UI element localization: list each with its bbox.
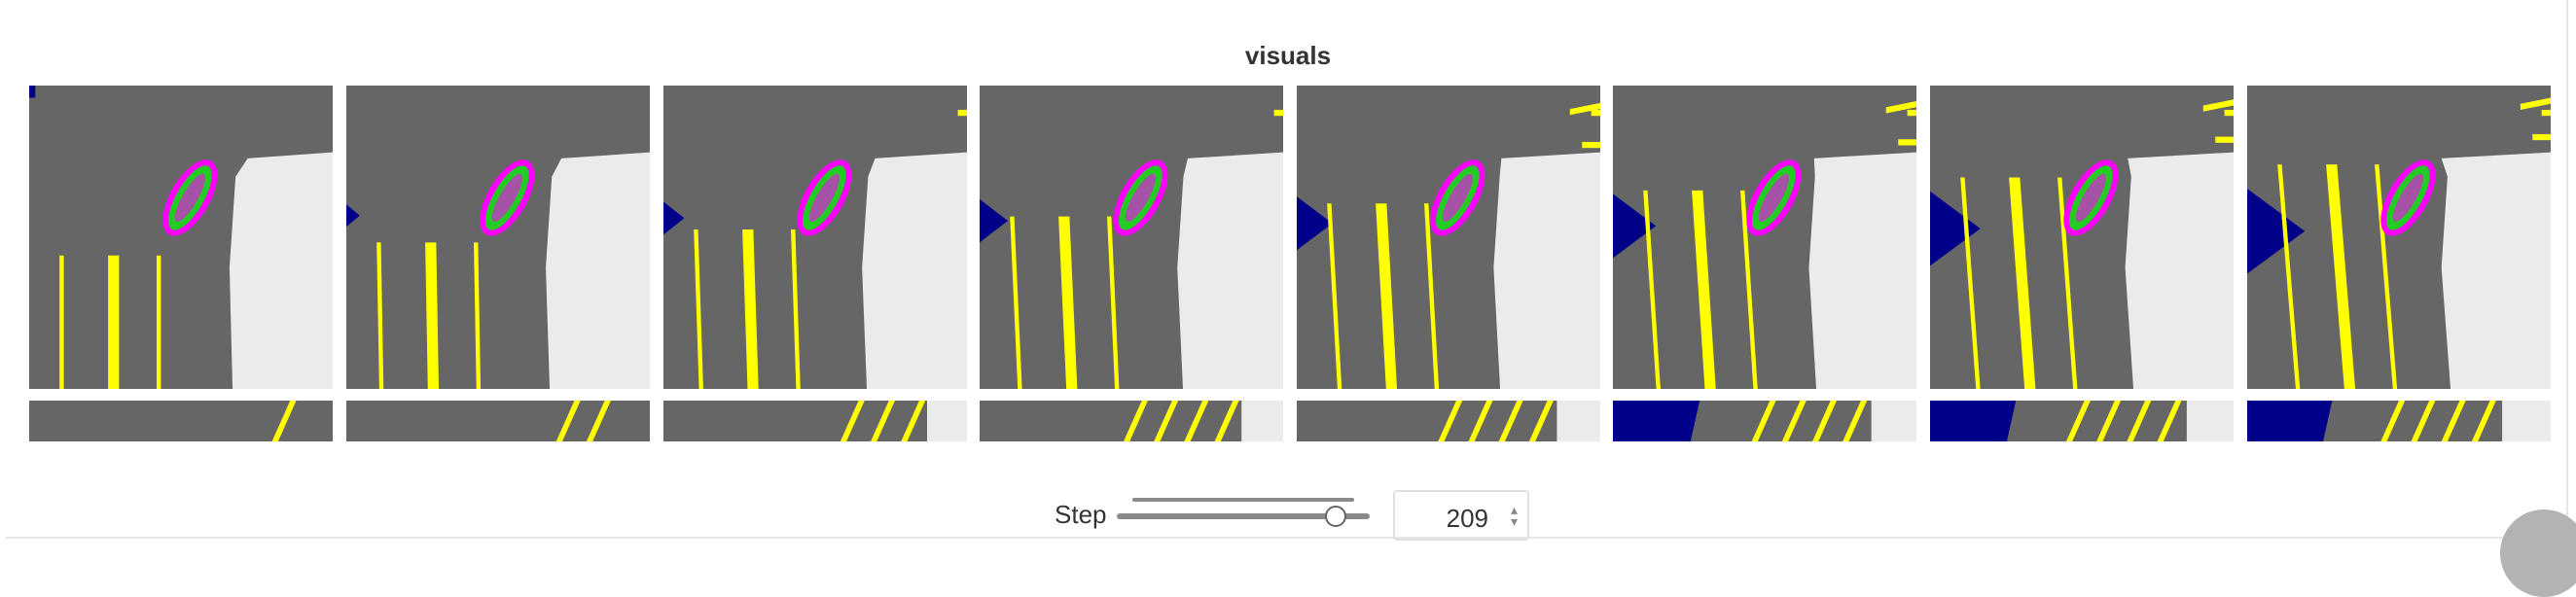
visual-strip bbox=[2247, 401, 2551, 441]
step-number-input[interactable]: 209 ▴ ▾ bbox=[1393, 490, 1529, 541]
visual-frame bbox=[29, 86, 333, 389]
chat-button[interactable] bbox=[2500, 509, 2576, 597]
slider-range-bar bbox=[1132, 498, 1354, 502]
visual-strip bbox=[980, 401, 1283, 441]
visual-strip bbox=[1613, 401, 1916, 441]
visuals-panel bbox=[6, 0, 2568, 539]
step-value: 209 bbox=[1446, 504, 1488, 533]
panel-title: visuals bbox=[1244, 41, 1332, 70]
visual-frame bbox=[346, 86, 650, 389]
step-slider[interactable] bbox=[1117, 494, 1370, 533]
slider-thumb[interactable] bbox=[1325, 506, 1347, 527]
visual-frame bbox=[2247, 86, 2551, 389]
slider-track[interactable] bbox=[1117, 513, 1370, 519]
spinner-arrows-icon[interactable]: ▴ ▾ bbox=[1510, 502, 1518, 529]
visual-frame bbox=[663, 86, 967, 389]
visual-frame bbox=[980, 86, 1283, 389]
visual-frame bbox=[1930, 86, 2234, 389]
visual-frame bbox=[1613, 86, 1916, 389]
visual-strip bbox=[663, 401, 967, 441]
visual-strip bbox=[1930, 401, 2234, 441]
step-label: Step bbox=[1055, 500, 1107, 529]
visual-frame bbox=[1297, 86, 1600, 389]
visual-strip bbox=[346, 401, 650, 441]
visual-strip bbox=[29, 401, 333, 441]
visual-strip bbox=[1297, 401, 1600, 441]
